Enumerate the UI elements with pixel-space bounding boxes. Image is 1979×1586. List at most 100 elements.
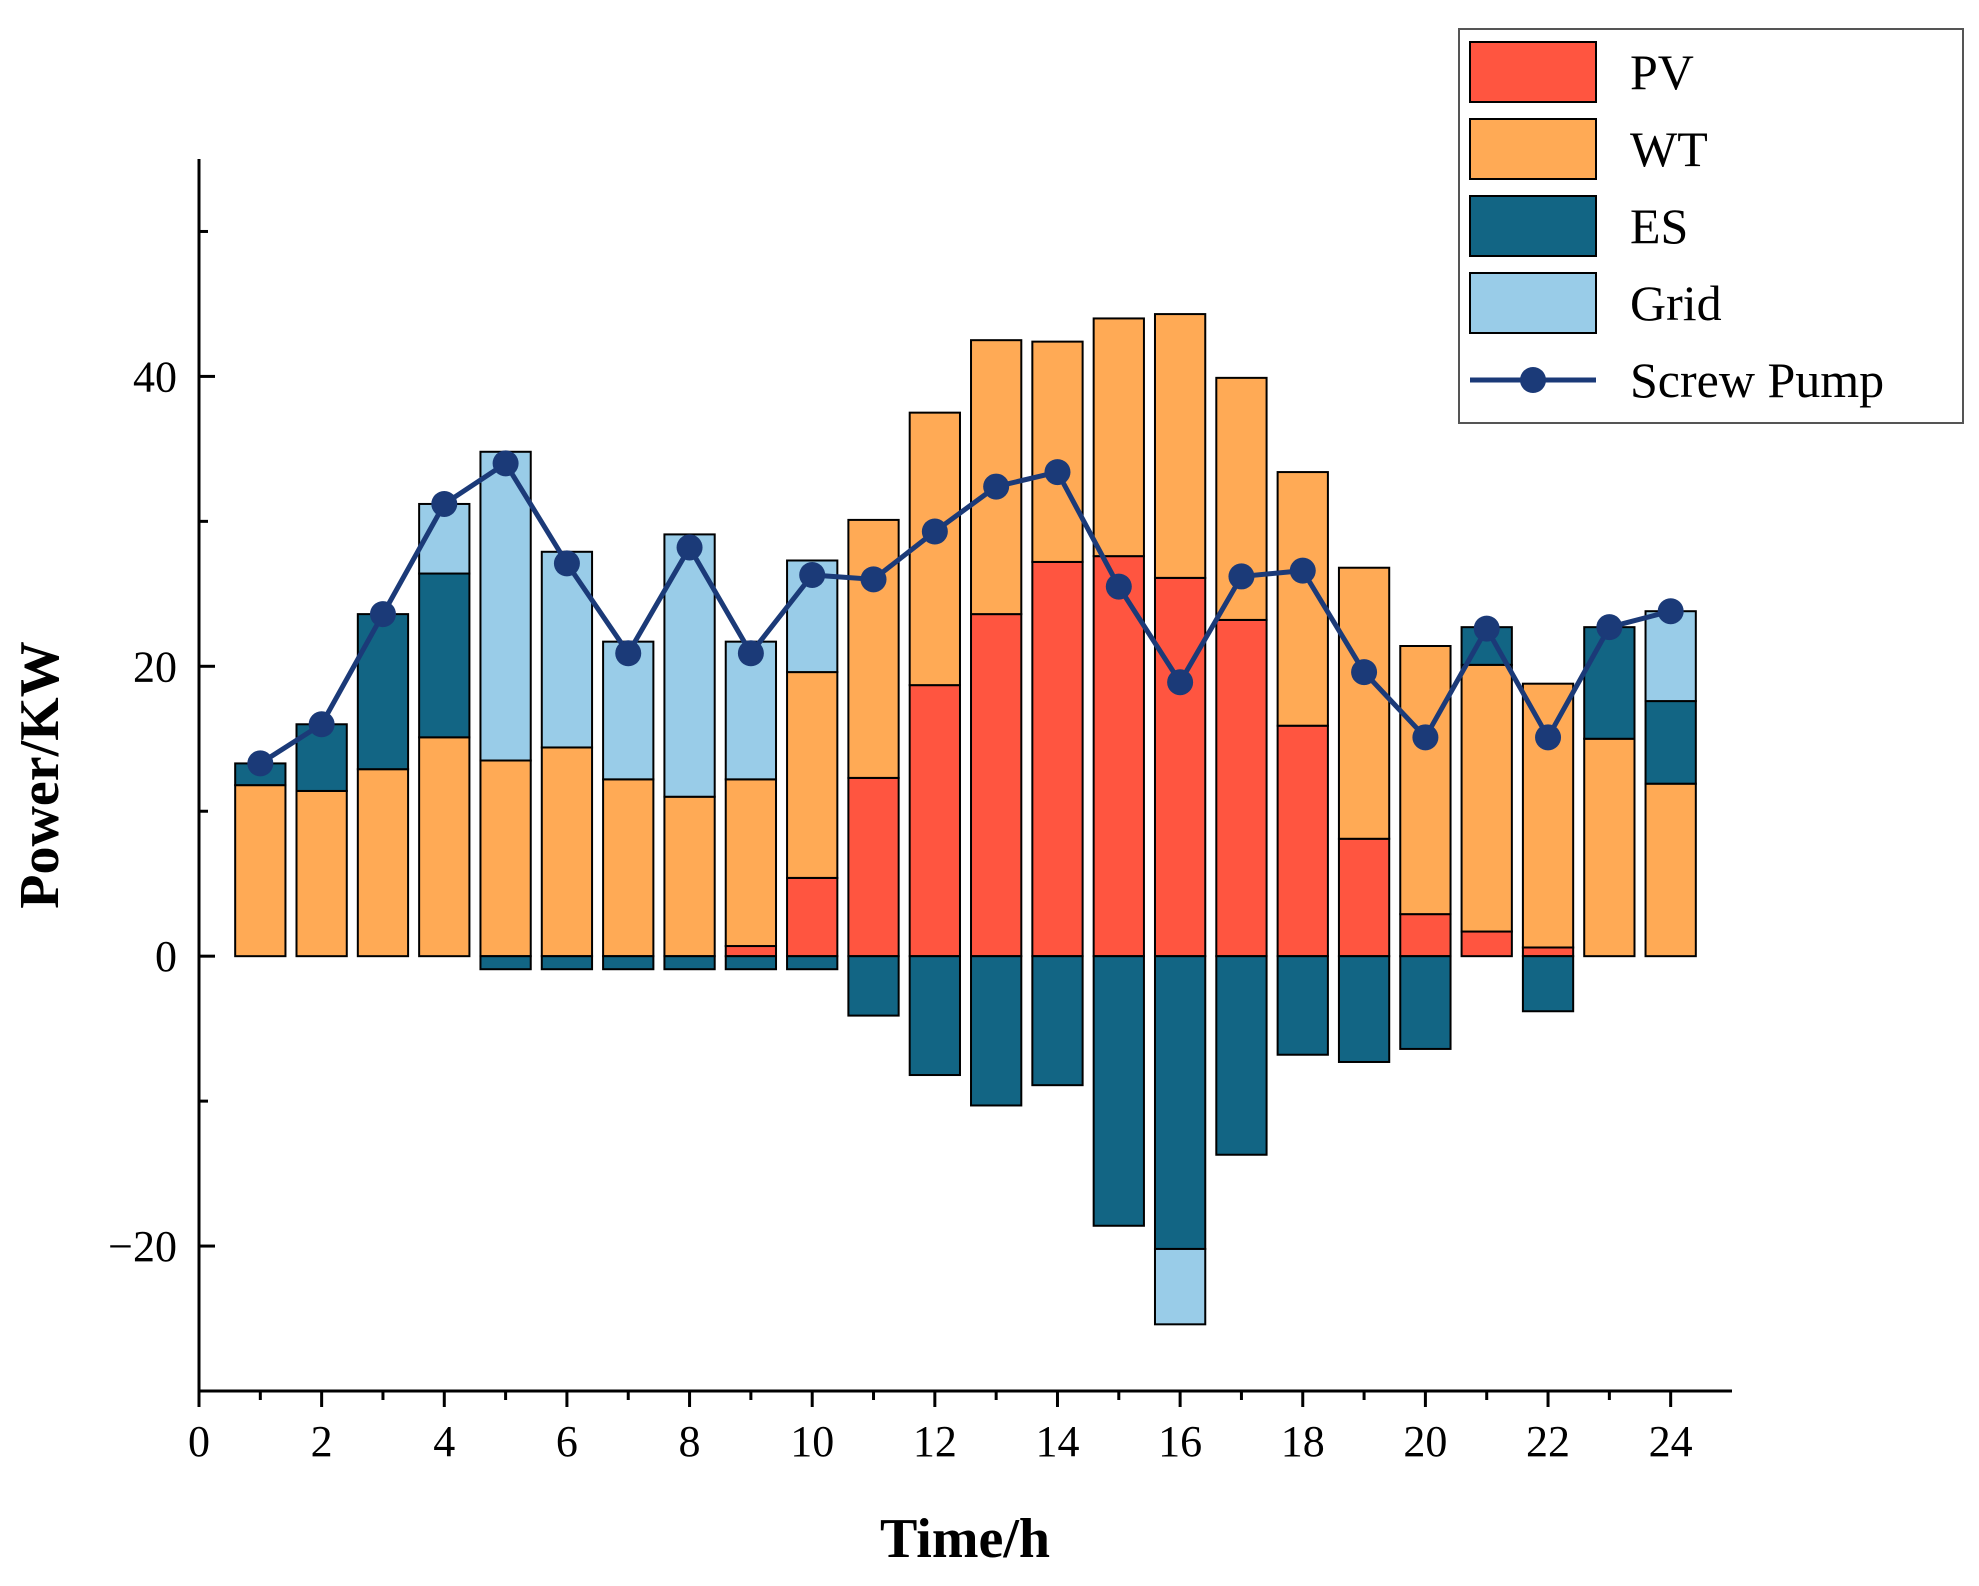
- bar-pv-h16: [1153, 576, 1207, 958]
- bar-wt-h2: [295, 789, 348, 958]
- point-screw-pump-h6: [553, 550, 580, 577]
- bar-pv-h10: [786, 876, 839, 958]
- bar-wt-h5: [479, 759, 532, 958]
- bar-es-h24: [1644, 700, 1697, 785]
- bar-es-h16: [1153, 955, 1207, 1250]
- point-screw-pump-h18: [1289, 557, 1316, 584]
- point-screw-pump-h23: [1596, 614, 1623, 641]
- point-screw-pump-h7: [615, 640, 642, 667]
- bar-wt-h16: [1153, 313, 1207, 579]
- bar-pv-h17: [1215, 618, 1268, 958]
- bar-wt-h20: [1399, 645, 1452, 916]
- point-screw-pump-h17: [1228, 563, 1255, 590]
- bar-grid-h16: [1153, 1247, 1207, 1326]
- bar-es-h11: [847, 955, 900, 1017]
- bar-es-h20: [1399, 955, 1452, 1050]
- y-axis-label: Power/KW: [9, 641, 71, 908]
- bar-wt-h10: [786, 671, 839, 879]
- point-screw-pump-h24: [1657, 598, 1684, 625]
- bar-es-h22: [1521, 955, 1575, 1013]
- bar-es-h19: [1337, 955, 1391, 1063]
- point-screw-pump-h22: [1535, 724, 1562, 751]
- bar-grid-h10: [786, 559, 839, 674]
- x-axis-label: Time/h: [880, 1508, 1050, 1570]
- bar-pv-h18: [1276, 724, 1329, 958]
- bar-wt-h8: [663, 795, 716, 958]
- x-tick-label: 16: [1158, 1417, 1202, 1466]
- bar-pv-h15: [1092, 555, 1145, 958]
- x-tick-label: 0: [188, 1417, 210, 1466]
- bar-wt-h6: [540, 746, 594, 958]
- legend-swatch-pv: [1469, 41, 1597, 103]
- x-tick-label: 22: [1526, 1417, 1570, 1466]
- bars-layer: [234, 313, 1697, 1326]
- bar-es-h5: [479, 955, 532, 971]
- legend-swatch-grid: [1469, 272, 1597, 334]
- point-screw-pump-h16: [1167, 669, 1194, 696]
- bar-wt-h4: [418, 736, 471, 958]
- y-tick-label: 0: [155, 932, 177, 981]
- x-tick-label: 8: [679, 1417, 701, 1466]
- bar-wt-h23: [1583, 737, 1636, 958]
- bar-pv-h21: [1460, 930, 1513, 958]
- bar-wt-h7: [602, 778, 655, 958]
- bar-es-h17: [1215, 955, 1268, 1156]
- bar-es-h18: [1276, 955, 1329, 1056]
- bar-grid-h6: [540, 550, 594, 749]
- legend-swatch-es: [1469, 195, 1597, 257]
- bar-es-h14: [1031, 955, 1084, 1087]
- legend-label-pv: PV: [1630, 44, 1694, 100]
- bar-wt-h11: [847, 518, 900, 779]
- bar-es-h7: [602, 955, 655, 971]
- bar-es-h8: [663, 955, 716, 971]
- point-screw-pump-h20: [1412, 724, 1439, 751]
- point-screw-pump-h19: [1351, 659, 1378, 686]
- bar-es-h13: [970, 955, 1023, 1107]
- bar-wt-h19: [1337, 566, 1391, 840]
- x-tick-label: 12: [913, 1417, 957, 1466]
- legend-swatch-wt: [1469, 118, 1597, 180]
- bar-es-h6: [540, 955, 594, 971]
- bar-pv-h19: [1337, 837, 1391, 958]
- point-screw-pump-h10: [799, 561, 826, 588]
- point-screw-pump-h12: [921, 518, 948, 545]
- bar-pv-h11: [847, 776, 900, 958]
- bar-wt-h21: [1460, 663, 1513, 933]
- bar-wt-h14: [1031, 340, 1084, 563]
- bar-wt-h12: [908, 411, 961, 687]
- x-tick-label: 6: [556, 1417, 578, 1466]
- legend: PV WT ES Grid Screw Pump: [1458, 28, 1964, 424]
- bar-wt-h24: [1644, 782, 1697, 958]
- bar-es-h12: [908, 955, 961, 1077]
- y-tick-label: 20: [133, 642, 177, 691]
- bar-grid-h5: [479, 450, 532, 762]
- line-layer: [247, 450, 1684, 777]
- legend-label-screw-pump: Screw Pump: [1630, 352, 1884, 408]
- bar-grid-h24: [1644, 610, 1697, 703]
- x-tick-label: 24: [1649, 1417, 1693, 1466]
- legend-swatch-marker: [1520, 367, 1546, 393]
- point-screw-pump-h15: [1105, 573, 1132, 600]
- bar-es-h23: [1583, 626, 1636, 740]
- x-tick-label: 20: [1403, 1417, 1447, 1466]
- point-screw-pump-h2: [308, 711, 335, 738]
- point-screw-pump-h3: [369, 601, 396, 628]
- bar-es-h3: [356, 613, 410, 771]
- bar-es-h15: [1092, 955, 1145, 1227]
- point-screw-pump-h13: [983, 473, 1010, 500]
- bar-pv-h14: [1031, 560, 1084, 958]
- y-tick-label: −20: [108, 1222, 177, 1271]
- bar-pv-h9: [724, 945, 778, 958]
- bar-pv-h12: [908, 684, 961, 958]
- point-screw-pump-h11: [860, 566, 887, 593]
- y-tick-label: 40: [133, 352, 177, 401]
- x-tick-label: 10: [790, 1417, 834, 1466]
- legend-label-grid: Grid: [1630, 275, 1722, 331]
- line-screw-pump: [258, 459, 1672, 766]
- point-screw-pump-h5: [492, 450, 519, 477]
- bar-es-h4: [418, 572, 471, 739]
- bar-wt-h9: [724, 778, 778, 948]
- bar-wt-h15: [1092, 317, 1145, 558]
